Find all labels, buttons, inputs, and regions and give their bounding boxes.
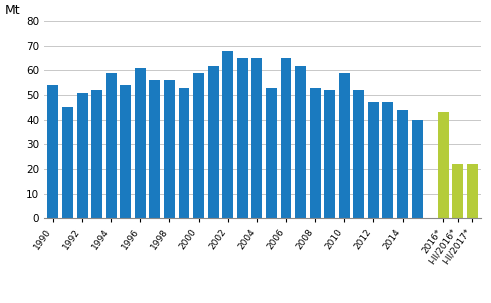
Bar <box>106 73 117 218</box>
Bar <box>62 107 73 218</box>
Bar <box>354 90 364 218</box>
Bar <box>251 58 262 218</box>
Bar <box>77 93 87 218</box>
Bar <box>368 102 379 218</box>
Bar <box>237 58 248 218</box>
Bar <box>452 164 464 218</box>
Bar <box>411 120 423 218</box>
Bar <box>164 80 175 218</box>
Bar <box>48 85 58 218</box>
Bar <box>208 65 218 218</box>
Bar <box>135 68 146 218</box>
Bar <box>310 88 321 218</box>
Bar <box>438 112 449 218</box>
Bar <box>339 73 350 218</box>
Bar <box>179 88 190 218</box>
Bar <box>193 73 204 218</box>
Bar <box>91 90 102 218</box>
Bar <box>280 58 292 218</box>
Bar <box>467 164 478 218</box>
Bar <box>149 80 161 218</box>
Text: Mt: Mt <box>5 4 21 17</box>
Bar <box>266 88 277 218</box>
Bar <box>382 102 393 218</box>
Bar <box>324 90 335 218</box>
Bar <box>295 65 306 218</box>
Bar <box>397 110 408 218</box>
Bar <box>222 51 233 218</box>
Bar <box>120 85 131 218</box>
